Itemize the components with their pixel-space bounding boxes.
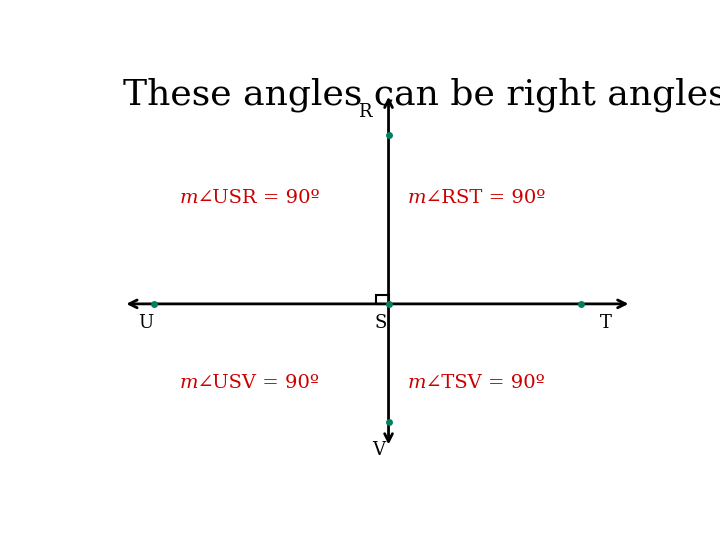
Text: m∠: m∠ [179,374,214,392]
Text: m∠: m∠ [408,189,443,207]
Text: TSV = 90º: TSV = 90º [435,374,544,392]
Text: USV = 90º: USV = 90º [206,374,319,392]
Text: m∠: m∠ [408,374,443,392]
Text: These angles can be right angles.: These angles can be right angles. [124,77,720,112]
Text: T: T [600,314,612,332]
Text: m∠: m∠ [179,189,214,207]
Text: U: U [138,314,153,332]
Text: USR = 90º: USR = 90º [206,189,320,207]
Text: R: R [359,103,372,121]
Text: RST = 90º: RST = 90º [435,189,545,207]
Text: S: S [374,314,387,332]
Text: V: V [372,441,384,459]
Bar [377,295,389,304]
